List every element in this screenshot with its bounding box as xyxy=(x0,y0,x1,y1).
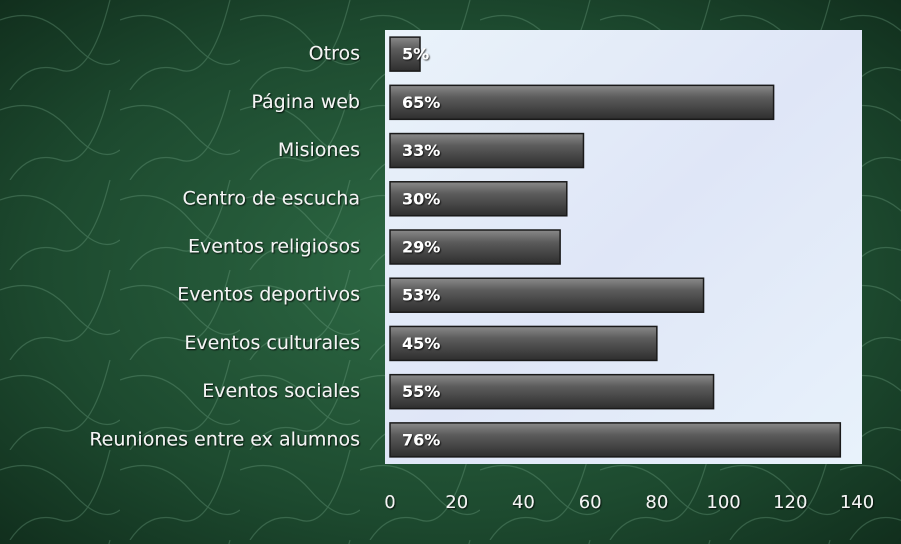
bar xyxy=(389,84,775,121)
bar xyxy=(389,36,421,72)
data-label: 76% xyxy=(402,430,440,449)
y-tick-label: Eventos religiosos xyxy=(188,236,360,258)
y-tick-label: Eventos culturales xyxy=(184,332,360,354)
y-tick-label: Eventos sociales xyxy=(202,380,360,402)
y-tick-label: Reuniones entre ex alumnos xyxy=(89,428,360,450)
data-label: 5% xyxy=(402,45,429,64)
x-tick-label: 40 xyxy=(512,492,535,513)
bar xyxy=(389,422,842,458)
bar xyxy=(389,229,561,265)
bar xyxy=(389,325,658,362)
y-tick-label: Centro de escucha xyxy=(182,187,360,209)
x-tick-label: 60 xyxy=(579,492,602,513)
data-label: 29% xyxy=(402,238,440,257)
data-label: 30% xyxy=(402,189,440,208)
bar xyxy=(389,132,585,169)
data-label: 33% xyxy=(402,141,440,160)
x-tick-label: 0 xyxy=(384,492,395,513)
y-tick-label: Otros xyxy=(309,43,360,65)
data-label: 55% xyxy=(402,382,440,401)
x-tick-label: 100 xyxy=(706,492,740,513)
x-tick-label: 120 xyxy=(773,492,807,513)
y-tick-label: Misiones xyxy=(278,139,360,161)
y-tick-label: Página web xyxy=(251,91,360,113)
bar xyxy=(389,181,568,217)
data-label: 65% xyxy=(402,93,440,112)
data-label: 53% xyxy=(402,286,440,305)
bar xyxy=(389,373,715,410)
bar xyxy=(389,277,705,313)
y-tick-label: Eventos deportivos xyxy=(177,284,360,306)
x-tick-label: 140 xyxy=(840,492,874,513)
x-tick-label: 80 xyxy=(645,492,668,513)
data-label: 45% xyxy=(402,334,440,353)
x-tick-label: 20 xyxy=(445,492,468,513)
